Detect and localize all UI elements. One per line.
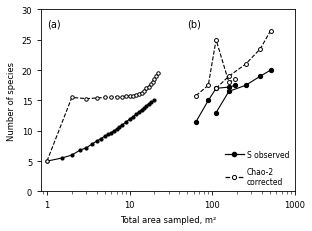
Legend: S observed, Chao-2
corrected: S observed, Chao-2 corrected: [223, 149, 291, 188]
Text: (a): (a): [47, 19, 61, 29]
X-axis label: Total area sampled, m²: Total area sampled, m²: [120, 215, 216, 224]
Text: (b): (b): [187, 19, 201, 29]
Y-axis label: Number of species: Number of species: [7, 62, 16, 140]
